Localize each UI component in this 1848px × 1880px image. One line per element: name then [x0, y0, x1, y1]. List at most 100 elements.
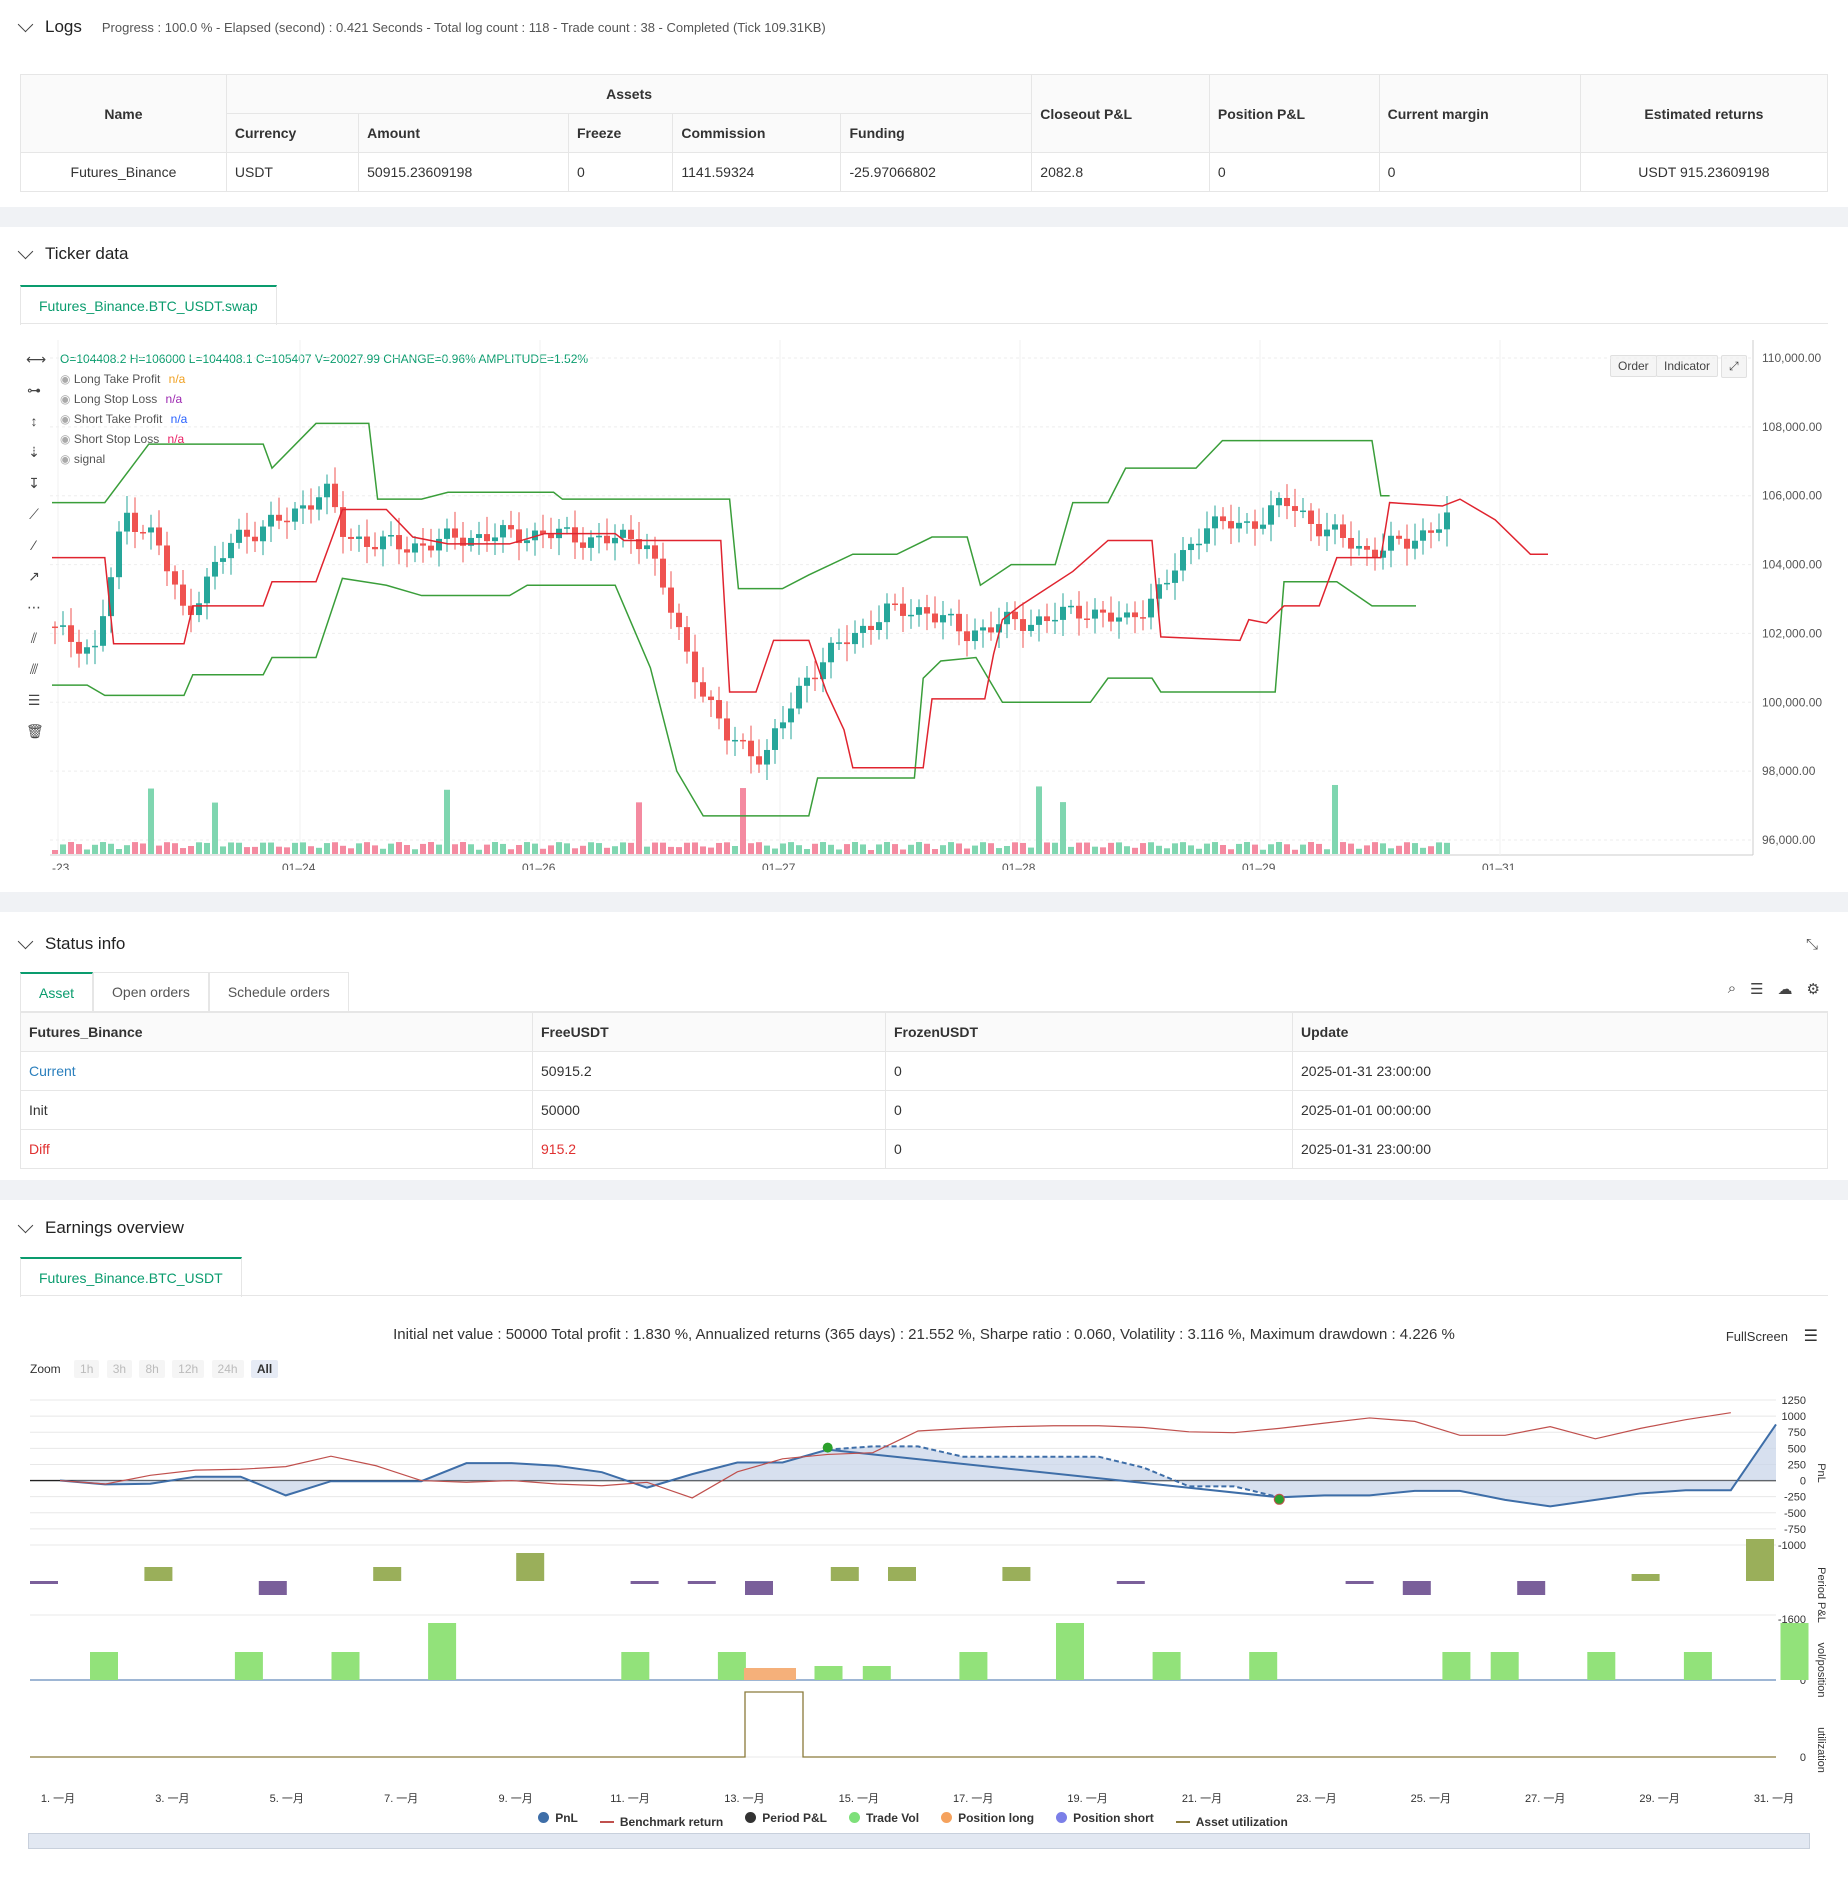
legend-item[interactable]: Asset utilization	[1175, 1815, 1288, 1829]
legend-item[interactable]: Benchmark return	[599, 1815, 723, 1829]
cell-update: 2025-01-31 23:00:00	[1292, 1051, 1828, 1091]
fullscreen-button[interactable]: FullScreen	[1725, 1329, 1788, 1344]
candle-body	[788, 708, 794, 723]
divider	[0, 207, 1848, 227]
volume-bar	[1380, 843, 1386, 854]
period-bar	[1345, 1581, 1374, 1584]
eye-icon[interactable]: ◉	[60, 452, 74, 466]
volume-bar	[852, 842, 858, 854]
legend-item[interactable]: ◉ Long Take Profit n/a	[60, 372, 185, 386]
legend-item[interactable]: PnL	[538, 1811, 578, 1825]
zoom-24h[interactable]: 24h	[211, 1360, 244, 1378]
tab-schedule-orders[interactable]: Schedule orders	[208, 972, 349, 1011]
candle-body	[1180, 550, 1186, 571]
trash-icon[interactable]: 🗑	[26, 723, 44, 739]
earnings-chart[interactable]: 1250 1000 750 500 250 0 -250 -500 -750 -1000 PnL Pe…	[0, 1385, 1848, 1855]
volume-bar	[140, 843, 146, 854]
ticker-section: Ticker data Futures_Binance.BTC_USDT.swa…	[0, 227, 1848, 892]
volume-bar	[924, 843, 930, 854]
legend-label: Short Stop Loss	[73, 432, 160, 446]
zoom-1h[interactable]: 1h	[74, 1360, 100, 1378]
horizontal-line-icon[interactable]: ⊶	[27, 382, 41, 398]
legend-item[interactable]: Period P&L	[745, 1811, 827, 1825]
eye-icon[interactable]: ◉	[60, 372, 74, 386]
fib-icon[interactable]: ⫻	[29, 661, 39, 677]
chevron-down-icon[interactable]	[17, 243, 34, 259]
tab-asset[interactable]: Asset	[20, 972, 94, 1012]
row-label-current[interactable]: Current	[20, 1051, 533, 1091]
legend-marker	[745, 1812, 757, 1823]
navigator-scrollbar[interactable]	[28, 1833, 1810, 1849]
tab-btc-usdt-swap[interactable]: Futures_Binance.BTC_USDT.swap	[20, 285, 277, 325]
legend-item[interactable]: ◉ signal	[60, 452, 110, 466]
candle-body	[108, 577, 114, 617]
arrow-icon[interactable]: ↧	[28, 475, 40, 491]
volume-bar	[732, 846, 738, 854]
vertical-line-icon[interactable]: ↕	[30, 413, 38, 429]
chevron-down-icon[interactable]	[17, 16, 34, 32]
extended-line-icon[interactable]: ⁄	[32, 537, 36, 553]
legend-item[interactable]: Trade Vol	[848, 1811, 919, 1825]
legend-label: PnL	[555, 1810, 578, 1825]
trend-line-icon[interactable]: ⟋	[29, 506, 39, 522]
volume-bar	[812, 843, 818, 854]
zoom-8h[interactable]: 8h	[139, 1360, 165, 1378]
gear-icon[interactable]: ⚙	[1806, 981, 1820, 998]
order-button[interactable]: Order	[1610, 355, 1657, 377]
collapse-icon[interactable]: ⤡	[1805, 936, 1818, 953]
zoom-all[interactable]: All	[250, 1360, 279, 1378]
candle-body	[60, 625, 66, 627]
tab-btc-usdt[interactable]: Futures_Binance.BTC_USDT	[20, 1257, 242, 1297]
volume-bar	[1364, 845, 1370, 854]
logs-header[interactable]: Logs Progress : 100.0 % - Elapsed (secon…	[17, 16, 826, 37]
legend-item[interactable]: ◉ Short Take Profit n/a	[60, 412, 187, 426]
volume-bar	[956, 843, 962, 854]
volume-bar	[396, 842, 402, 854]
eye-icon[interactable]: ◉	[60, 412, 74, 426]
list-icon[interactable]: ☰	[1750, 981, 1764, 998]
ray-icon[interactable]: ⇣	[28, 444, 40, 460]
volume-bar	[500, 843, 506, 854]
crosshair-icon[interactable]: ⟷	[26, 351, 47, 367]
legend-item[interactable]: Position long	[941, 1811, 1034, 1825]
tab-open-orders[interactable]: Open orders	[93, 972, 209, 1011]
parallel-channel-icon[interactable]: ⫽	[30, 630, 38, 646]
volume-bar	[284, 847, 290, 854]
eye-icon[interactable]: ◉	[60, 392, 74, 406]
candle-body	[1244, 521, 1250, 523]
legend-item[interactable]: Position short	[1056, 1811, 1154, 1825]
table-row: Diff 915.2 0 2025-01-31 23:00:00	[20, 1129, 1828, 1169]
earnings-summary: Initial net value : 50000 Total profit :…	[393, 1326, 1455, 1343]
volume-bar	[428, 842, 434, 854]
chevron-down-icon[interactable]	[17, 1217, 34, 1233]
earnings-header[interactable]: Earnings overview	[17, 1217, 184, 1238]
trade-vol-bar	[90, 1652, 118, 1680]
segment-icon[interactable]: ↗	[28, 568, 40, 584]
indicator-button[interactable]: Indicator	[1656, 355, 1719, 377]
cloud-icon[interactable]: ☁	[1777, 981, 1793, 998]
measure-icon[interactable]: ☰	[27, 692, 41, 708]
candlestick-chart[interactable]: 110,000.00 108,000.00 106,000.00 104,000.00…	[50, 340, 1840, 870]
pnl-tick-label: 250	[1788, 1459, 1806, 1471]
col-funding: Funding	[840, 113, 1033, 153]
ticker-header[interactable]: Ticker data	[17, 243, 128, 264]
candle-body	[220, 558, 226, 562]
eye-icon[interactable]: ◉	[60, 432, 74, 446]
legend-item[interactable]: ◉ Long Stop Loss n/a	[60, 392, 182, 406]
x-tick-label: 11. 一月	[610, 1793, 650, 1805]
zoom-3h[interactable]: 3h	[106, 1360, 133, 1378]
candle-body	[636, 539, 642, 550]
menu-icon[interactable]: ☰	[1803, 1328, 1818, 1345]
zoom-12h[interactable]: 12h	[172, 1360, 205, 1378]
candle-body	[748, 740, 754, 757]
legend-item[interactable]: ◉ Short Stop Loss n/a	[60, 432, 184, 446]
col-estimated: Estimated returns	[1579, 74, 1829, 153]
chevron-down-icon[interactable]	[17, 933, 34, 949]
status-header[interactable]: Status info	[17, 933, 125, 954]
search-icon[interactable]: ⌕	[1727, 980, 1737, 997]
expand-icon[interactable]: ⤢	[1721, 355, 1747, 378]
price-label-icon[interactable]: ⋯	[27, 599, 41, 615]
col-amount: Amount	[358, 113, 569, 153]
volume-bar	[1396, 845, 1402, 854]
volume-bar	[1436, 842, 1442, 854]
